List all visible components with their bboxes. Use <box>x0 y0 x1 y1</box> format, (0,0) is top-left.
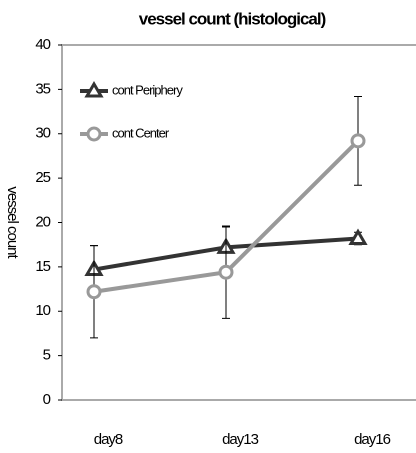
y-tick-label: 0 <box>43 391 51 408</box>
y-tick-label: 10 <box>35 302 50 319</box>
legend-label: cont Center <box>112 125 170 140</box>
y-tick-label: 20 <box>35 213 50 230</box>
legend-label: cont Periphery <box>112 82 183 97</box>
x-tick-label: day8 <box>94 431 123 448</box>
y-tick-label: 25 <box>35 169 50 186</box>
y-tick-label: 35 <box>35 80 50 97</box>
y-tick-label: 15 <box>35 258 50 275</box>
marker <box>350 133 366 149</box>
y-tick-label: 30 <box>35 125 50 142</box>
marker <box>218 264 234 280</box>
legend-marker <box>84 81 104 98</box>
chart-title: vessel count (histological) <box>139 9 326 28</box>
legend-marker <box>86 126 102 142</box>
x-tick-label: day16 <box>354 431 391 448</box>
y-tick-label: 5 <box>43 347 51 364</box>
y-tick-label: 40 <box>35 36 50 53</box>
marker <box>348 228 368 245</box>
x-tick-label: day13 <box>222 431 259 448</box>
y-axis-label: vessel count <box>4 186 21 259</box>
marker <box>86 284 102 300</box>
plot-frame <box>61 44 416 401</box>
